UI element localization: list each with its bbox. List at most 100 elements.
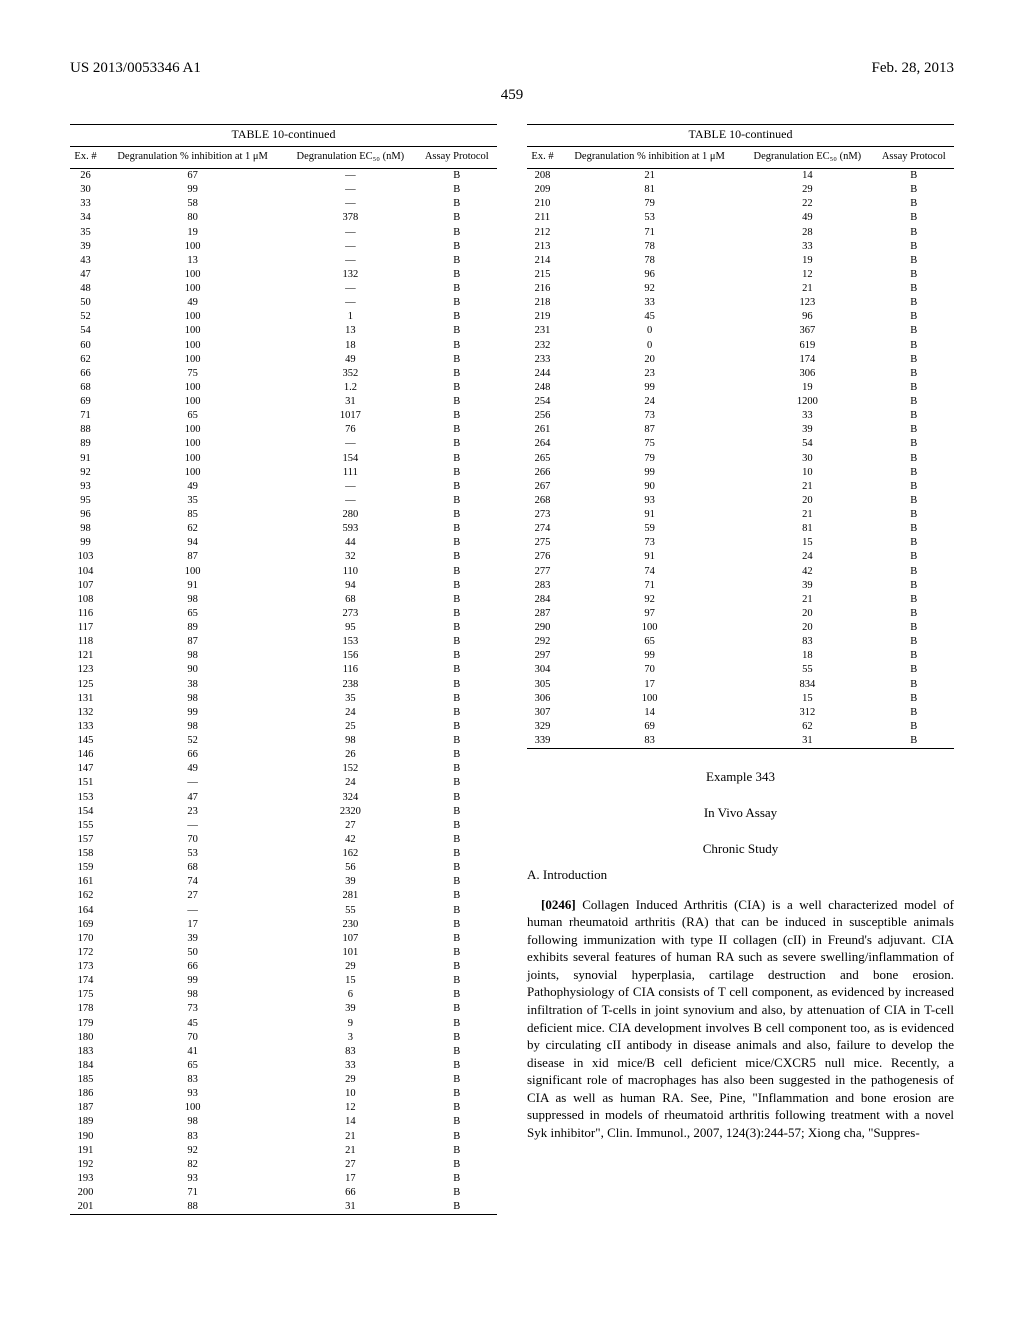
table-cell: 125 [70, 677, 101, 691]
table-row: 15853162B [70, 847, 497, 861]
table-cell: B [417, 1044, 497, 1058]
table-cell: B [874, 621, 954, 635]
table-cell: 43 [70, 253, 101, 267]
table-cell: 153 [70, 790, 101, 804]
page-header: US 2013/0053346 A1 Feb. 28, 2013 [70, 60, 954, 77]
table-cell: 71 [558, 578, 741, 592]
table-cell: 19 [741, 380, 873, 394]
table-row: 4313—B [70, 253, 497, 267]
table-cell: 49 [284, 352, 416, 366]
table-cell: 49 [101, 296, 284, 310]
table-row: 1908321B [70, 1129, 497, 1143]
table-cell: 66 [284, 1186, 416, 1200]
table-cell: B [417, 663, 497, 677]
table-cell: B [874, 168, 954, 183]
table-row: 2082114B [527, 168, 954, 183]
table-cell: 15 [284, 974, 416, 988]
table-cell: 91 [558, 550, 741, 564]
table-cell: 261 [527, 423, 558, 437]
table-cell: 121 [70, 649, 101, 663]
col-ex: Ex. # [70, 147, 101, 169]
table-cell: 99 [101, 183, 284, 197]
table-row: 1834183B [70, 1044, 497, 1058]
table-cell: 280 [284, 508, 416, 522]
table-cell: 18 [284, 338, 416, 352]
table-cell: B [874, 409, 954, 423]
table-row: 39100—B [70, 239, 497, 253]
table-row: 3480378B [70, 211, 497, 225]
table-row: 2745981B [527, 522, 954, 536]
table-cell: 324 [284, 790, 416, 804]
table-row: 1736629B [70, 960, 497, 974]
table-cell: B [874, 734, 954, 749]
table-row: 2679021B [527, 479, 954, 493]
table-cell: B [417, 1157, 497, 1171]
table-cell: — [284, 183, 416, 197]
table-row: 1466626B [70, 748, 497, 762]
table-cell: 70 [558, 663, 741, 677]
table-cell: 27 [284, 1157, 416, 1171]
table-cell: 98 [101, 988, 284, 1002]
table-cell: 157 [70, 832, 101, 846]
table-row: 2007166B [70, 1186, 497, 1200]
table-cell: 9 [284, 1016, 416, 1030]
table-cell: 26 [70, 168, 101, 183]
table-cell: 184 [70, 1058, 101, 1072]
table-cell: B [417, 409, 497, 423]
table-cell: 62 [70, 352, 101, 366]
table-cell: 91 [70, 451, 101, 465]
table-cell: 22 [741, 197, 873, 211]
table-cell: B [417, 748, 497, 762]
table-cell: 191 [70, 1143, 101, 1157]
table-cell: 273 [527, 508, 558, 522]
table-cell: 154 [284, 451, 416, 465]
table-cell: 276 [527, 550, 558, 564]
table-cell: B [874, 705, 954, 719]
table-cell: 79 [558, 197, 741, 211]
table-cell: 65 [558, 635, 741, 649]
table-cell: B [417, 719, 497, 733]
table-cell: B [874, 691, 954, 705]
table-cell: B [874, 395, 954, 409]
table-cell: 68 [101, 861, 284, 875]
table-cell: 49 [101, 479, 284, 493]
table-cell: 100 [101, 395, 284, 409]
table-cell: 48 [70, 282, 101, 296]
table-cell: B [417, 395, 497, 409]
table-cell: 233 [527, 352, 558, 366]
table-cell: 3 [284, 1030, 416, 1044]
table-row: 21833123B [527, 296, 954, 310]
table-cell: 118 [70, 635, 101, 649]
table-cell: 17 [284, 1171, 416, 1185]
table-cell: 21 [558, 168, 741, 183]
table-cell: 146 [70, 748, 101, 762]
col-ec50: Degranulation EC₅₀ (nM) [284, 147, 416, 169]
table-cell: 352 [284, 366, 416, 380]
table-cell: 62 [101, 522, 284, 536]
table-cell: 378 [284, 211, 416, 225]
right-table-header-row: Ex. # Degranulation % inhibition at 1 μM… [527, 147, 954, 169]
table-cell: 100 [101, 451, 284, 465]
table-cell: 15 [741, 536, 873, 550]
table-cell: 99 [558, 380, 741, 394]
table-cell: 50 [101, 945, 284, 959]
table-cell: 290 [527, 621, 558, 635]
table-cell: 268 [527, 493, 558, 507]
table-cell: 265 [527, 451, 558, 465]
table-cell: 161 [70, 875, 101, 889]
col-inhibition: Degranulation % inhibition at 1 μM [558, 147, 741, 169]
table-cell: B [874, 479, 954, 493]
table-cell: 23 [101, 804, 284, 818]
table-row: 30610015B [527, 691, 954, 705]
table-cell: B [874, 380, 954, 394]
table-cell: 329 [527, 719, 558, 733]
table-cell: 98 [101, 1115, 284, 1129]
table-cell: 179 [70, 1016, 101, 1030]
table-cell: B [417, 451, 497, 465]
table-cell: B [874, 550, 954, 564]
left-table: Ex. # Degranulation % inhibition at 1 μM… [70, 146, 497, 1215]
col-ex: Ex. # [527, 147, 558, 169]
table-cell: B [417, 1115, 497, 1129]
table-row: 2837139B [527, 578, 954, 592]
table-row: 3099—B [70, 183, 497, 197]
